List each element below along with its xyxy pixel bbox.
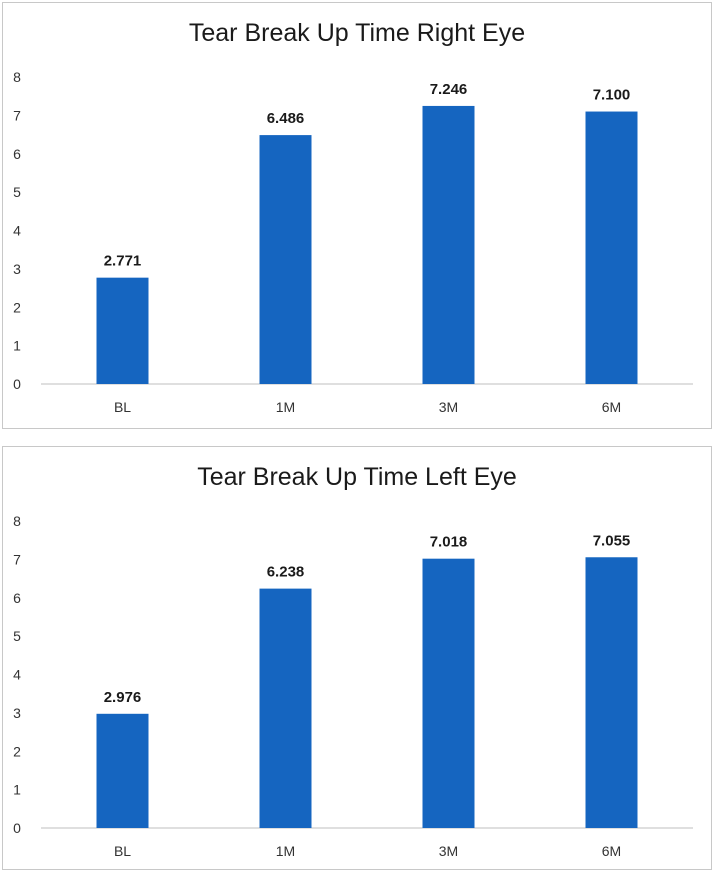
bar-6m [585, 111, 638, 384]
y-tick-label: 8 [13, 513, 21, 529]
chart-plot-right-eye: 0 1 2 3 4 5 6 7 8 2.771 BL 6.486 1M 7.246 3M 7.100 6M [13, 69, 693, 415]
y-tick-label: 1 [13, 782, 21, 798]
y-tick-label: 6 [13, 590, 21, 606]
data-label: 2.771 [104, 253, 142, 270]
y-tick-label: 4 [13, 223, 21, 239]
chart-title: Tear Break Up Time Right Eye [188, 19, 526, 47]
bar-6m [585, 557, 638, 828]
y-tick-label: 7 [13, 551, 21, 567]
bar-3m [422, 105, 475, 384]
bar-1m [259, 135, 312, 384]
x-tick-label: 3M [439, 843, 458, 859]
bar-1m [259, 588, 312, 828]
y-tick-label: 7 [13, 107, 21, 123]
y-tick-label: 5 [13, 628, 21, 644]
data-label: 7.055 [593, 532, 631, 549]
y-tick-label: 8 [13, 69, 21, 85]
y-tick-label: 1 [13, 338, 21, 354]
y-tick-label: 2 [13, 299, 21, 315]
y-tick-label: 3 [13, 705, 21, 721]
y-tick-label: 0 [13, 820, 21, 836]
y-tick-label: 2 [13, 743, 21, 759]
data-label: 7.246 [430, 81, 468, 98]
data-label: 6.238 [267, 564, 305, 581]
x-tick-label: BL [114, 843, 131, 859]
data-label: 7.018 [430, 534, 468, 551]
data-label: 2.976 [104, 689, 142, 706]
bar-bl [96, 277, 149, 384]
x-tick-label: 6M [602, 843, 621, 859]
chart-plot-left-eye: 0 1 2 3 4 5 6 7 8 2.976 BL 6.238 1M 7.018 3M 7.055 6M [13, 513, 693, 859]
x-tick-label: 1M [276, 399, 295, 415]
y-tick-label: 4 [13, 667, 21, 683]
data-label: 6.486 [267, 110, 305, 127]
chart-left-eye: Tear Break Up Time Left Eye 0 1 2 3 4 5 6 7 8 2.9… [2, 446, 712, 870]
y-tick-label: 5 [13, 184, 21, 200]
x-tick-label: BL [114, 399, 131, 415]
chart-title: Tear Break Up Time Left Eye [197, 463, 517, 491]
bar-bl [96, 713, 149, 828]
y-tick-label: 6 [13, 146, 21, 162]
y-tick-label: 3 [13, 261, 21, 277]
x-tick-label: 3M [439, 399, 458, 415]
data-label: 7.100 [593, 87, 631, 104]
x-tick-label: 6M [602, 399, 621, 415]
x-tick-label: 1M [276, 843, 295, 859]
y-tick-label: 0 [13, 376, 21, 392]
chart-right-eye: Tear Break Up Time Right Eye 0 1 2 3 4 5 6 7 8 2.… [2, 2, 712, 429]
bar-3m [422, 558, 475, 828]
